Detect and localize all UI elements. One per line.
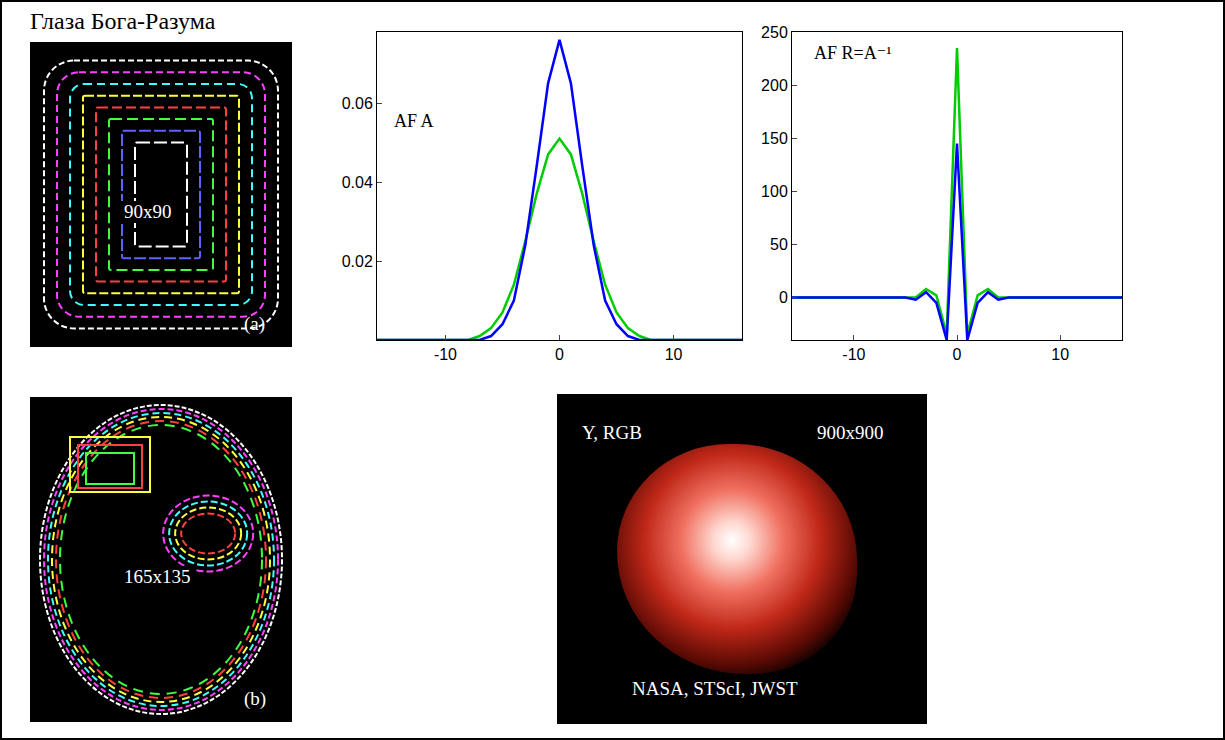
svg-text:0.04: 0.04 bbox=[342, 174, 373, 191]
svg-text:50: 50 bbox=[770, 236, 788, 253]
svg-text:-10: -10 bbox=[434, 346, 457, 363]
svg-text:100: 100 bbox=[761, 183, 788, 200]
html-text:(a): (a) bbox=[244, 313, 266, 334]
svg-text:250: 250 bbox=[761, 24, 788, 41]
svg-text:10: 10 bbox=[665, 346, 683, 363]
html-text:NASA, STScI, JWST: NASA, STScI, JWST bbox=[632, 678, 798, 699]
svg-text:0: 0 bbox=[953, 346, 962, 363]
svg-text:0: 0 bbox=[779, 289, 788, 306]
html-text:Y, RGB: Y, RGB bbox=[582, 422, 642, 443]
svg-text:200: 200 bbox=[761, 77, 788, 94]
svg-text:-10: -10 bbox=[842, 346, 865, 363]
svg-text:0: 0 bbox=[555, 346, 564, 363]
html-text:900x900: 900x900 bbox=[817, 422, 884, 443]
html-text:90x90: 90x90 bbox=[124, 200, 172, 222]
svg-text:AF R=A⁻¹: AF R=A⁻¹ bbox=[814, 43, 892, 63]
html-text:165x135: 165x135 bbox=[124, 566, 191, 587]
svg-text:150: 150 bbox=[761, 130, 788, 147]
svg-text:AF A: AF A bbox=[394, 111, 434, 131]
svg-text:10: 10 bbox=[1051, 346, 1069, 363]
html-text:Глаза Бога-Разума: Глаза Бога-Разума bbox=[30, 8, 216, 34]
html-text:(b): (b) bbox=[244, 688, 267, 709]
svg-text:0.06: 0.06 bbox=[342, 95, 373, 112]
svg-text:0.02: 0.02 bbox=[342, 253, 373, 270]
